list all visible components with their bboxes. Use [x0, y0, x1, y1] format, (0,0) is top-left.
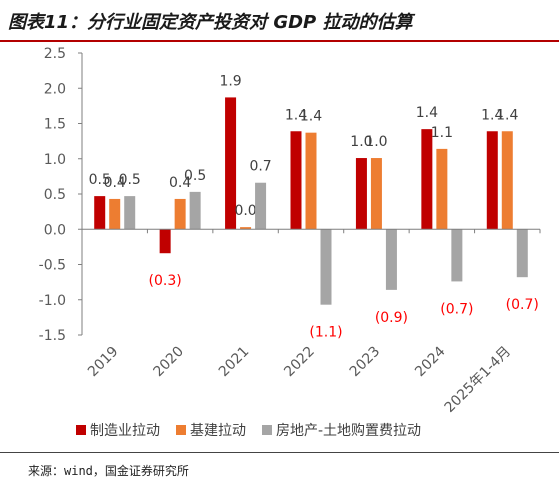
- y-tick-label: 2.0: [44, 81, 66, 97]
- legend-swatch: [176, 425, 186, 435]
- bar: [421, 129, 433, 230]
- y-tick-label: -1.5: [39, 328, 66, 344]
- bar: [501, 131, 513, 230]
- y-tick-label: 0.0: [44, 222, 66, 238]
- data-label: 0.0: [234, 203, 256, 219]
- y-tick-label: 1.5: [44, 117, 66, 133]
- data-label: 1.4: [481, 107, 503, 123]
- data-label: 1.0: [350, 134, 372, 150]
- bar: [355, 158, 367, 230]
- x-tick-label: 2021: [216, 344, 253, 381]
- bar: [174, 198, 186, 230]
- data-label: 1.4: [416, 105, 438, 121]
- x-tick-label: 2025年1-4月: [442, 344, 514, 416]
- bar: [124, 196, 136, 230]
- data-label: (0.7): [506, 297, 539, 313]
- y-tick-label: -0.5: [39, 258, 66, 274]
- source-note: 来源：wind，国金证券研究所: [28, 464, 189, 478]
- bar: [159, 229, 171, 254]
- data-label: 1.1: [431, 125, 453, 141]
- data-label: 0.7: [249, 159, 271, 175]
- y-tick-label: 1.0: [44, 152, 66, 168]
- legend-swatch: [76, 425, 86, 435]
- y-tick-label: -1.0: [39, 293, 66, 309]
- bar: [255, 182, 267, 230]
- chart-title: 图表11：分行业固定资产投资对 GDP 拉动的估算: [8, 12, 413, 33]
- bar: [320, 229, 332, 305]
- x-tick-label: 2020: [150, 344, 187, 381]
- bar: [225, 97, 237, 230]
- data-label: (0.3): [149, 273, 182, 289]
- x-tick-label: 2023: [347, 344, 384, 381]
- data-label: 1.9: [219, 73, 241, 89]
- bar: [109, 198, 121, 230]
- x-tick-label: 2022: [281, 344, 318, 381]
- legend-swatch: [262, 425, 272, 435]
- data-label: 1.4: [285, 107, 307, 123]
- legend-label: 基建拉动: [190, 422, 246, 439]
- bar: [486, 131, 498, 230]
- bar: [189, 191, 201, 230]
- data-label: 0.4: [104, 175, 126, 191]
- bar: [305, 132, 317, 230]
- bar: [516, 229, 528, 278]
- legend-label: 制造业拉动: [90, 423, 160, 439]
- bar: [240, 227, 252, 230]
- data-label: (0.7): [440, 301, 473, 317]
- data-label: 1.0: [365, 134, 387, 150]
- data-label: 1.4: [300, 109, 322, 125]
- y-tick-label: 2.5: [44, 46, 66, 62]
- x-tick-label: 2019: [85, 344, 122, 381]
- x-tick-label: 2024: [412, 343, 449, 380]
- bar: [385, 229, 397, 290]
- bar-chart: 2.5 2.0 1.5 1.0 0.5 0.0 -0.5 -1.0 -1.5 0.5 (0.3) 1.…: [39, 46, 541, 439]
- data-label: 0.5: [119, 172, 141, 188]
- bar: [451, 229, 463, 282]
- legend-label: 房地产-土地购置费拉动: [276, 423, 421, 439]
- footer-divider: [0, 452, 559, 453]
- y-tick-label: 0.5: [44, 187, 66, 203]
- data-label: 0.5: [184, 168, 206, 184]
- bar: [436, 148, 448, 230]
- title-divider: [0, 40, 559, 42]
- data-label: (0.9): [375, 310, 408, 326]
- bar: [94, 196, 106, 230]
- bar: [370, 158, 382, 230]
- data-label: 0.5: [89, 172, 111, 188]
- data-label: 0.4: [169, 175, 191, 191]
- data-label: 1.4: [496, 107, 518, 123]
- data-label: (1.1): [309, 325, 342, 341]
- bar: [290, 131, 302, 230]
